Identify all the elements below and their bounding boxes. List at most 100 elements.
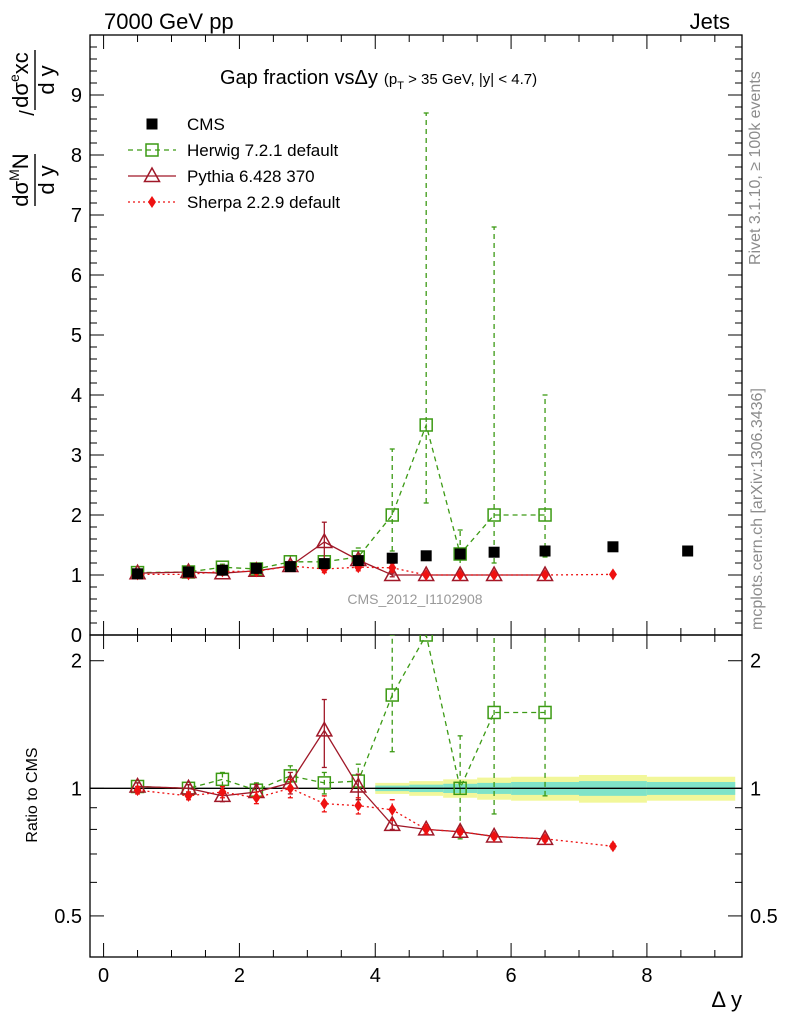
- chart-title-sub-rest: > 35 GeV, |y| < 4.7): [404, 71, 537, 88]
- main-pythia-point: [315, 532, 334, 549]
- ratio-y-tick-label: 2: [750, 651, 761, 673]
- side-rivet-text: Rivet 3.1.10, ≥ 100k events: [747, 71, 764, 265]
- main-data: [128, 112, 694, 582]
- legend-herwig-label: Herwig 7.2.1 default: [187, 141, 338, 160]
- main-sherpa-point: [541, 569, 550, 581]
- ratio-herwig-point: [419, 635, 433, 642]
- legend-herwig-marker: [145, 143, 159, 157]
- y-tick-label: 2: [71, 505, 82, 527]
- main-cms-point: [539, 545, 551, 557]
- y-tick-label: 7: [71, 205, 82, 227]
- chart-title-main: Gap fraction vs: [220, 67, 355, 89]
- ratio-sherpa-point: [608, 840, 617, 853]
- x-tick-label: 4: [370, 965, 381, 987]
- y-tick-label: 5: [71, 325, 82, 347]
- y-tick-label: 9: [71, 85, 82, 107]
- ratio-herwig-point: [487, 705, 501, 720]
- ratio-herwig-point: [385, 688, 399, 702]
- y-tick-label: 3: [71, 445, 82, 467]
- x-tick-label: 2: [234, 965, 245, 987]
- main-sherpa-point: [456, 569, 465, 581]
- main-pythia-line: [137, 541, 546, 576]
- ratio-y-tick-label: 1: [750, 778, 761, 800]
- x-tick-label: 8: [641, 965, 652, 987]
- main-pythia-point: [383, 565, 402, 582]
- chart-title-sub: (p: [384, 71, 397, 88]
- ratio-sherpa-point: [252, 791, 261, 804]
- ratio-sherpa-point: [388, 803, 397, 816]
- svg-text:d y: d y: [34, 165, 59, 194]
- ratio-herwig-line: [137, 635, 546, 791]
- x-axis-label: Δ y: [711, 987, 742, 1012]
- main-cms-point: [488, 546, 500, 558]
- ratio-pythia-point: [213, 786, 232, 803]
- main-herwig-point: [419, 418, 433, 432]
- main-cms-point: [607, 541, 619, 553]
- ratio-herwig-point: [317, 776, 332, 790]
- header-left: 7000 GeV pp: [104, 9, 234, 34]
- ratio-panel: 0 2 4 6 8 0.5 0.5 1 1 2 2: [54, 634, 778, 987]
- legend-sherpa-marker: [148, 196, 156, 208]
- legend-cms-marker: [146, 118, 158, 130]
- chart-title-sub-index: T: [397, 80, 404, 92]
- main-herwig-point: [538, 508, 552, 522]
- y-tick-label: 6: [71, 265, 82, 287]
- ratio-y-tick-label: 1: [71, 778, 82, 800]
- ratio-sherpa-point: [490, 830, 499, 843]
- main-cms-point: [318, 558, 330, 570]
- ratio-y-tick-label: 0.5: [54, 906, 82, 928]
- main-herwig-point: [385, 508, 399, 522]
- ratio-sherpa-point: [320, 797, 329, 810]
- ratio-sherpa-point: [133, 784, 142, 797]
- main-cms-point: [454, 548, 466, 560]
- main-cms-point: [352, 555, 364, 567]
- svg-text:dσexc: dσexc: [6, 52, 33, 108]
- legend-pythia-label: Pythia 6.428 370: [187, 167, 315, 186]
- main-sherpa-point: [608, 568, 617, 581]
- svg-text:/: /: [17, 110, 39, 116]
- ratio-sherpa-point: [456, 825, 465, 838]
- y-tick-label: 4: [71, 385, 82, 407]
- ratio-pythia-point: [383, 815, 402, 832]
- ratio-sherpa-point: [286, 782, 295, 795]
- legend-sherpa-label: Sherpa 2.2.9 default: [187, 193, 340, 212]
- y-tick-label: 1: [71, 565, 82, 587]
- chart-title: Gap fraction vsΔy (pT > 35 GeV, |y| < 4.7…: [220, 67, 537, 92]
- legend: CMS Herwig 7.2.1 default Pythia 6.428 370 S…: [128, 115, 340, 212]
- main-cms-point: [216, 564, 228, 576]
- y-tick-label: 8: [71, 145, 82, 167]
- chart-title-symbol: Δy: [355, 67, 378, 89]
- main-sherpa-point: [388, 561, 397, 574]
- ratio-pythia-point: [349, 776, 368, 793]
- main-cms-point: [284, 561, 296, 573]
- main-cms-point: [420, 550, 432, 562]
- ratio-y-tick-label: 0.5: [750, 906, 778, 928]
- header-right: Jets: [690, 9, 730, 34]
- ratio-y-tick-label: 2: [71, 651, 82, 673]
- ratio-herwig-point: [453, 781, 467, 796]
- svg-text:d y: d y: [34, 65, 59, 94]
- ratio-sherpa-point: [354, 799, 363, 812]
- ratio-data: [90, 635, 742, 853]
- main-cms-point: [386, 552, 398, 564]
- ratio-y-axis-label: Ratio to CMS: [24, 747, 41, 842]
- x-tick-label: 6: [506, 965, 517, 987]
- main-cms-point: [132, 568, 144, 580]
- ratio-pythia-point: [315, 720, 334, 737]
- side-mcplots-text: mcplots.cern.ch [arXiv:1306.3436]: [749, 388, 766, 630]
- legend-pythia-marker: [143, 166, 161, 183]
- ratio-sherpa-point: [218, 786, 227, 799]
- x-tick-label: 0: [98, 965, 109, 987]
- svg-text:dσMN: dσMN: [6, 153, 33, 206]
- ratio-frame: [89, 634, 743, 958]
- ratio-sherpa-point: [541, 832, 550, 845]
- ratio-herwig-point: [538, 705, 552, 720]
- main-sherpa-point: [490, 569, 499, 581]
- main-panel: 0 1 2 3 4 5 6 7 8 9: [71, 34, 743, 647]
- main-cms-point: [682, 545, 694, 557]
- ratio-sherpa-point: [422, 823, 431, 836]
- main-cms-point: [182, 566, 194, 578]
- analysis-watermark: CMS_2012_I1102908: [347, 591, 482, 607]
- main-y-axis-label: dσMN d y / dσexc d y: [6, 50, 59, 207]
